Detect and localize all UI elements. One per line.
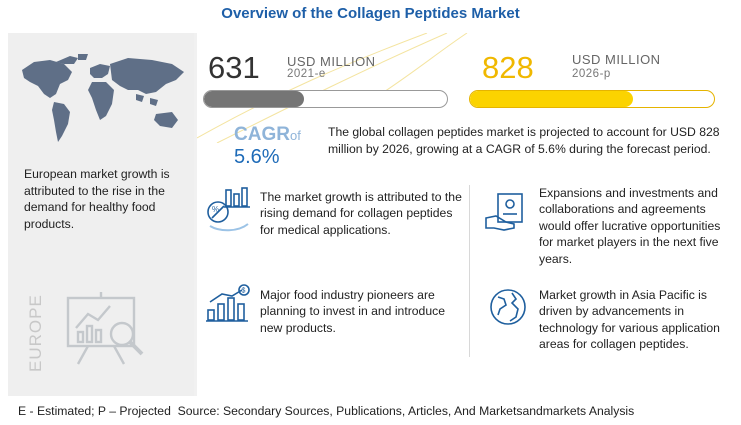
point-medical-demand: The market growth is attributed to the r… [260,190,462,237]
bar-2026 [469,90,715,108]
investment-bars-icon: $ [206,284,250,322]
bar-2021 [203,90,448,108]
europe-growth-text: European market growth is attributed to … [24,167,170,231]
column-divider [469,185,470,357]
globe-icon [490,289,526,325]
point-asia-pacific: Market growth in Asia Pacific is driven … [539,288,720,352]
year-2021: 2021-e [287,68,326,80]
bar-fill-2021 [204,91,304,107]
year-2026: 2026-p [572,68,611,80]
market-value-2021: 631 [208,50,260,85]
market-summary: The global collagen peptides market is p… [328,125,720,156]
analysis-board-icon [66,292,144,365]
region-label: EUROPE [26,294,45,372]
bar-fill-2026 [470,91,634,107]
unit-2026: USD MILLION [572,52,661,67]
svg-text:%: % [212,205,219,214]
footer-source: E - Estimated; P – Projected Source: Sec… [18,404,635,418]
unit-2021: USD MILLION [287,54,376,69]
svg-text:$: $ [242,288,246,295]
medical-chart-icon: % [207,187,250,232]
point-food-pioneers: Major food industry pioneers are plannin… [260,288,445,335]
cagr-value: 5.6% [234,146,280,168]
cagr-of: of [290,128,301,143]
market-value-2026: 828 [482,50,534,85]
cagr-label: CAGR [234,124,290,145]
page-title: Overview of the Collagen Peptides Market [221,5,520,22]
point-expansions: Expansions and investments and collabora… [539,186,721,266]
handshake-document-icon [485,193,523,231]
world-map-icon [22,54,184,142]
